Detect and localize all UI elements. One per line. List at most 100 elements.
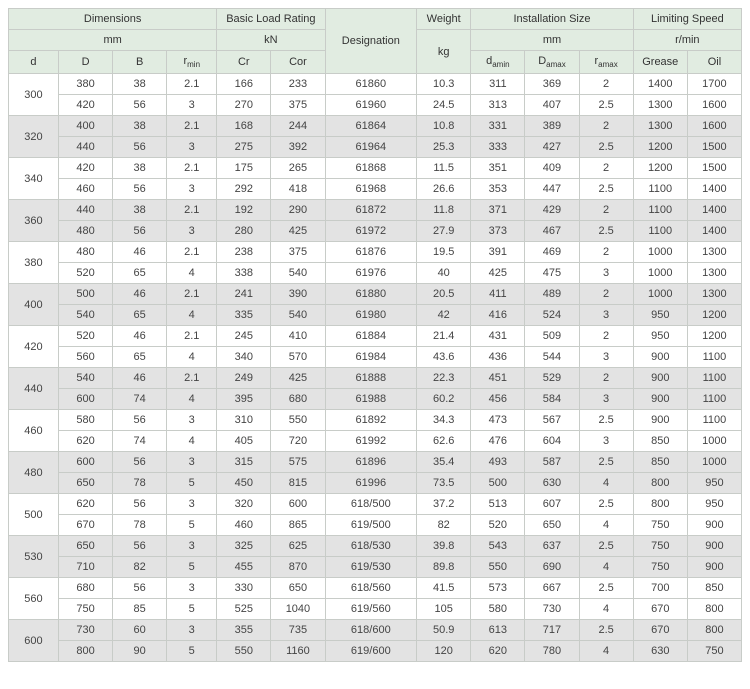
cell: 3 xyxy=(579,431,633,452)
cell: 1700 xyxy=(687,74,741,95)
hdr-Cor: Cor xyxy=(271,51,325,74)
cell: 440 xyxy=(58,200,112,221)
cell: 61872 xyxy=(325,200,417,221)
cell: 60 xyxy=(113,620,167,641)
cell: 249 xyxy=(217,368,271,389)
cell: 619/530 xyxy=(325,557,417,578)
cell: 61976 xyxy=(325,263,417,284)
cell: 78 xyxy=(113,515,167,536)
cell: 245 xyxy=(217,326,271,347)
cell: 520 xyxy=(58,263,112,284)
cell: 580 xyxy=(58,410,112,431)
cell: 315 xyxy=(217,452,271,473)
table-row: 440540462.12494256188822.345152929001100 xyxy=(9,368,742,389)
cell: 61884 xyxy=(325,326,417,347)
cell: 620 xyxy=(58,431,112,452)
cell: 493 xyxy=(471,452,525,473)
cell-d: 400 xyxy=(9,284,59,326)
cell: 292 xyxy=(217,179,271,200)
cell: 20.5 xyxy=(417,284,471,305)
hdr-d: d xyxy=(9,51,59,74)
cell: 625 xyxy=(271,536,325,557)
cell: 613 xyxy=(471,620,525,641)
cell: 61964 xyxy=(325,137,417,158)
cell: 2.5 xyxy=(579,536,633,557)
cell: 2 xyxy=(579,368,633,389)
cell: 4 xyxy=(579,641,633,662)
cell: 65 xyxy=(113,305,167,326)
cell: 60.2 xyxy=(417,389,471,410)
hdr-mm2: mm xyxy=(471,30,633,51)
cell: 436 xyxy=(471,347,525,368)
cell: 800 xyxy=(58,641,112,662)
cell: 405 xyxy=(217,431,271,452)
cell: 42 xyxy=(417,305,471,326)
cell-d: 380 xyxy=(9,242,59,284)
cell: 25.3 xyxy=(417,137,471,158)
cell: 600 xyxy=(58,452,112,473)
cell: 1160 xyxy=(271,641,325,662)
cell: 373 xyxy=(471,221,525,242)
cell: 543 xyxy=(471,536,525,557)
cell: 74 xyxy=(113,431,167,452)
cell: 389 xyxy=(525,116,579,137)
cell: 1200 xyxy=(687,326,741,347)
hdr-Damax: Damax xyxy=(525,51,579,74)
hdr-kg: kg xyxy=(417,30,471,74)
hdr-basic-load: Basic Load Rating xyxy=(217,9,325,30)
cell: 427 xyxy=(525,137,579,158)
cell: 3 xyxy=(167,179,217,200)
cell: 2 xyxy=(579,200,633,221)
cell: 460 xyxy=(58,179,112,200)
hdr-designation: Designation xyxy=(325,9,417,74)
cell: 620 xyxy=(471,641,525,662)
cell: 520 xyxy=(58,326,112,347)
hdr-mm: mm xyxy=(9,30,217,51)
cell: 1000 xyxy=(687,431,741,452)
cell: 870 xyxy=(271,557,325,578)
cell: 500 xyxy=(58,284,112,305)
hdr-B: B xyxy=(113,51,167,74)
cell-d: 340 xyxy=(9,158,59,200)
cell: 369 xyxy=(525,74,579,95)
cell: 618/560 xyxy=(325,578,417,599)
cell: 40 xyxy=(417,263,471,284)
cell: 73.5 xyxy=(417,473,471,494)
cell: 21.4 xyxy=(417,326,471,347)
cell: 82 xyxy=(113,557,167,578)
cell: 2 xyxy=(579,74,633,95)
cell: 3 xyxy=(167,221,217,242)
hdr-grease: Grease xyxy=(633,51,687,74)
cell: 353 xyxy=(471,179,525,200)
cell: 2.1 xyxy=(167,116,217,137)
cell: 61968 xyxy=(325,179,417,200)
cell: 717 xyxy=(525,620,579,641)
cell: 61992 xyxy=(325,431,417,452)
cell: 26.6 xyxy=(417,179,471,200)
cell: 630 xyxy=(633,641,687,662)
cell: 375 xyxy=(271,242,325,263)
cell: 540 xyxy=(58,368,112,389)
cell: 850 xyxy=(633,431,687,452)
cell: 3 xyxy=(167,410,217,431)
hdr-dimensions: Dimensions xyxy=(9,9,217,30)
cell: 61972 xyxy=(325,221,417,242)
cell: 61988 xyxy=(325,389,417,410)
cell: 34.3 xyxy=(417,410,471,431)
cell: 1200 xyxy=(633,158,687,179)
cell: 310 xyxy=(217,410,271,431)
cell: 1400 xyxy=(687,200,741,221)
cell: 371 xyxy=(471,200,525,221)
cell: 425 xyxy=(271,221,325,242)
table-row: 400500462.12413906188020.541148921000130… xyxy=(9,284,742,305)
cell: 1300 xyxy=(687,263,741,284)
cell: 46 xyxy=(113,326,167,347)
cell: 27.9 xyxy=(417,221,471,242)
cell: 4 xyxy=(579,599,633,620)
hdr-r-min: rmin xyxy=(167,51,217,74)
cell: 61876 xyxy=(325,242,417,263)
cell: 43.6 xyxy=(417,347,471,368)
cell: 2.5 xyxy=(579,410,633,431)
cell: 3 xyxy=(167,452,217,473)
hdr-kn: kN xyxy=(217,30,325,51)
